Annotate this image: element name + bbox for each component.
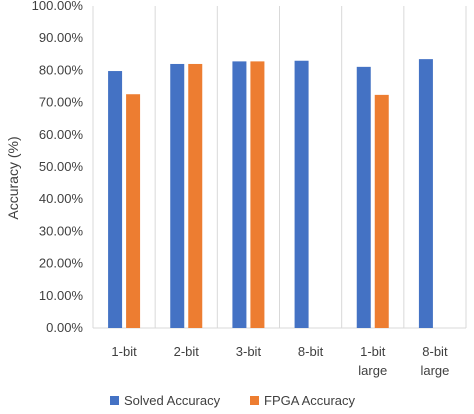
legend: Solved Accuracy FPGA Accuracy	[110, 393, 356, 408]
bar-solved-accuracy	[108, 71, 123, 328]
bar-fpga-accuracy	[250, 61, 265, 328]
y-axis-ticks: 0.00% 10.00% 20.00% 30.00% 40.00% 50.00% 60.00…	[32, 0, 84, 335]
x-tick-label: 1-bit	[111, 344, 137, 359]
x-axis-ticks: 1-bit 2-bit 3-bit 8-bit 1-bit large 8-bit large	[111, 344, 449, 378]
y-tick-label: 80.00%	[39, 62, 84, 77]
y-tick-label: 50.00%	[39, 159, 84, 174]
y-tick-label: 40.00%	[39, 191, 84, 206]
bar-solved-accuracy	[170, 63, 185, 329]
bars	[108, 59, 433, 329]
legend-label: FPGA Accuracy	[264, 393, 356, 408]
x-tick-label: 2-bit	[174, 344, 200, 359]
x-tick-label: 1-bit large	[358, 344, 387, 378]
y-tick-label: 30.00%	[39, 223, 84, 238]
y-tick-label: 20.00%	[39, 256, 84, 271]
y-axis-title: Accuracy (%)	[5, 136, 21, 219]
y-tick-label: 100.00%	[32, 0, 84, 13]
y-tick-label: 60.00%	[39, 127, 84, 142]
legend-swatch	[110, 396, 119, 405]
bar-solved-accuracy	[356, 66, 371, 328]
y-tick-label: 90.00%	[39, 30, 84, 45]
gridlines	[92, 6, 467, 329]
x-tick-label: 8-bit large	[420, 344, 449, 378]
y-tick-label: 0.00%	[46, 320, 83, 335]
x-tick-label: 8-bit	[298, 344, 324, 359]
bar-solved-accuracy	[418, 59, 433, 328]
bar-fpga-accuracy	[188, 63, 203, 329]
y-tick-label: 70.00%	[39, 95, 84, 110]
x-tick-label: 3-bit	[236, 344, 262, 359]
bar-solved-accuracy	[294, 60, 309, 329]
y-tick-label: 10.00%	[39, 288, 84, 303]
bar-fpga-accuracy	[126, 94, 141, 328]
legend-swatch	[250, 396, 259, 405]
bar-solved-accuracy	[232, 61, 247, 328]
bar-fpga-accuracy	[374, 94, 389, 328]
legend-label: Solved Accuracy	[124, 393, 221, 408]
